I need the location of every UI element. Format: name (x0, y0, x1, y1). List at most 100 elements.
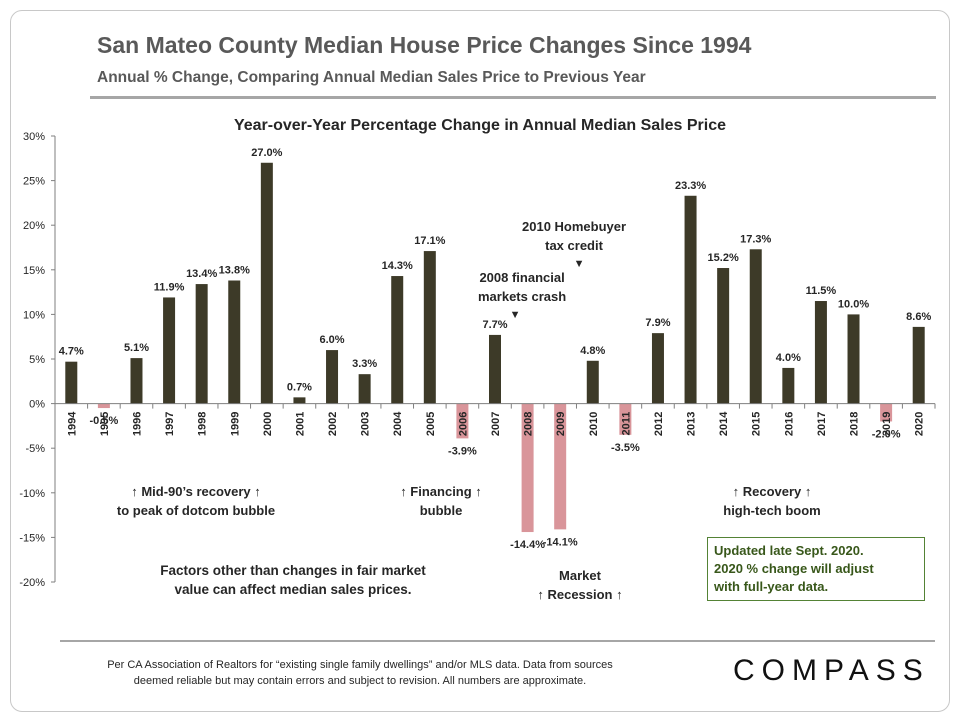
data-label: -14.4% (510, 539, 545, 551)
x-tick-label: 2020 (914, 412, 926, 436)
compass-logo: COMPASS (733, 654, 930, 687)
header-divider (90, 96, 936, 99)
bar-2018 (847, 314, 860, 404)
data-label: 8.6% (906, 311, 931, 323)
data-label: 17.3% (740, 233, 771, 245)
y-tick-label: -20% (19, 577, 45, 589)
footer-divider (60, 640, 935, 642)
annotation-factors: Factors other than changes in fair marke… (160, 563, 426, 597)
bar-2015 (749, 249, 762, 404)
data-label: 14.3% (382, 260, 413, 272)
data-label: 3.3% (352, 358, 377, 370)
y-tick-label: 0% (29, 399, 45, 411)
page-title: San Mateo County Median House Price Chan… (97, 32, 752, 58)
data-label: 13.8% (219, 265, 250, 277)
bar-2016 (782, 367, 795, 404)
source-footnote: Per CA Association of Realtors for “exis… (107, 659, 613, 687)
bar-1996 (130, 358, 143, 404)
data-label: 13.4% (186, 268, 217, 280)
bar-2012 (651, 333, 664, 404)
bar-2003 (358, 374, 371, 404)
x-tick-label: 2002 (327, 412, 339, 436)
data-label: 0.7% (287, 381, 312, 393)
annotation-financial-crash: 2008 financial markets crash ▼ (478, 268, 566, 325)
bar-1998 (195, 284, 208, 404)
update-note-box: Updated late Sept. 2020. 2020 % change w… (707, 537, 925, 601)
data-label: -2.0% (872, 428, 901, 440)
page-subtitle: Annual % Change, Comparing Annual Median… (97, 69, 646, 86)
bar-2010 (586, 360, 599, 404)
chart-title: Year-over-Year Percentage Change in Annu… (233, 117, 727, 134)
bar-2020 (912, 326, 925, 404)
data-label: 17.1% (414, 235, 445, 247)
x-tick-label: 2004 (392, 411, 404, 436)
bar-2001 (293, 397, 306, 404)
x-tick-label: 2014 (718, 411, 730, 436)
data-label: -14.1% (543, 536, 578, 548)
y-axis: 30% 25% 20% 15% 10% 5% 0% -5% -10% -15% -20% (19, 131, 56, 589)
bar-1995 (97, 403, 110, 409)
bar-2006 (456, 403, 469, 439)
data-label: 10.0% (838, 298, 869, 310)
data-label: 15.2% (708, 252, 739, 264)
data-label: 4.8% (580, 345, 605, 357)
annotation-recovery-hightech: ↑ Recovery ↑ high-tech boom (723, 484, 821, 518)
bar-2007 (489, 334, 501, 404)
x-tick-label: 2010 (588, 412, 600, 436)
bar-2019 (880, 403, 893, 422)
x-tick-label: 1998 (197, 412, 209, 436)
x-tick-label: 2018 (849, 412, 861, 436)
x-tick-label: 2000 (262, 412, 274, 436)
annotation-mid90s-recovery: ↑ Mid-90’s recovery ↑ to peak of dotcom … (116, 484, 276, 518)
y-tick-label: 10% (23, 309, 45, 321)
x-tick-label: 1996 (131, 412, 143, 436)
data-label: 11.9% (154, 281, 185, 293)
data-label: 6.0% (319, 334, 344, 346)
y-tick-label: -10% (19, 488, 45, 500)
x-tick-label: 2008 (523, 412, 535, 436)
x-tick-label: 2011 (620, 412, 632, 436)
data-label: -3.5% (611, 442, 640, 454)
x-tick-label: 1994 (66, 411, 78, 436)
x-tick-label: 2005 (425, 412, 437, 436)
x-tick-label: 2013 (686, 412, 698, 436)
x-tick-label: 2007 (490, 412, 502, 436)
data-label: 7.7% (482, 319, 507, 331)
annotation-financing-bubble: ↑ Financing ↑ bubble (400, 484, 482, 518)
down-arrow-icon: ▼ (573, 258, 585, 270)
bar-1999 (228, 280, 241, 404)
x-tick-label: 1997 (164, 412, 176, 436)
bar-2011 (619, 403, 632, 435)
bar-1997 (163, 297, 176, 404)
x-tick-label: 2003 (360, 412, 372, 436)
y-tick-label: 20% (23, 220, 45, 232)
x-tick-label: 2017 (816, 412, 828, 436)
x-tick-label: 2012 (653, 412, 665, 436)
data-label: 11.5% (806, 285, 837, 297)
annotation-market-recession: Market ↑ Recession ↑ (537, 568, 623, 602)
annotation-homebuyer-credit: 2010 Homebuyer tax credit ▼ (522, 217, 626, 274)
bar-2005 (423, 251, 436, 404)
bar-2017 (814, 301, 827, 404)
data-label: 23.3% (675, 180, 706, 192)
bar-2014 (717, 268, 730, 404)
data-labels: 4.7% -0.5% 5.1% 11.9%13.4% 13.8% 27.0% 0.7% 6.0… (59, 147, 932, 551)
x-tick-label: 2015 (751, 412, 763, 436)
y-tick-label: 25% (23, 176, 45, 188)
bar-2013 (684, 195, 697, 404)
data-label: 7.9% (645, 317, 670, 329)
y-tick-label: -5% (25, 443, 45, 455)
x-tick-label: 2001 (294, 412, 306, 436)
x-tick-label: 2016 (783, 412, 795, 436)
data-label: 4.7% (59, 346, 84, 358)
data-label: -3.9% (448, 445, 477, 457)
bar-2002 (326, 350, 339, 404)
x-axis: 1994 1995 1996 1997 1998 1999 2000 2001 2002 2003… (55, 403, 936, 436)
bar-2009 (554, 403, 567, 530)
y-tick-label: 15% (23, 265, 45, 277)
y-tick-label: -15% (19, 532, 45, 544)
bar-2008 (521, 403, 534, 533)
x-tick-label: 2006 (457, 412, 469, 436)
data-label: 4.0% (776, 352, 801, 364)
